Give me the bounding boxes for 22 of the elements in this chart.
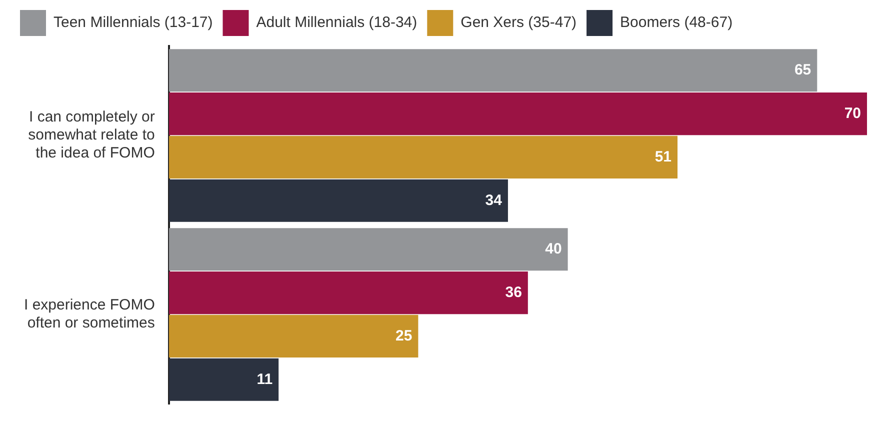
legend-label: Gen Xers (35-47)	[460, 14, 577, 32]
bar	[168, 179, 508, 222]
data-label: 70	[844, 104, 861, 122]
data-label: 34	[485, 192, 503, 209]
data-label: 51	[654, 148, 672, 166]
bar	[168, 49, 818, 92]
legend-label: Boomers (48-67)	[620, 14, 733, 32]
bar	[168, 228, 568, 271]
y-tick-label: I experience FOMO often or sometimes	[24, 296, 155, 332]
bar	[168, 272, 528, 314]
bar	[168, 136, 678, 178]
data-label: 40	[545, 240, 562, 258]
y-tick-label: I can completely or somewhat relate to the idea of FOMO	[28, 108, 155, 162]
data-label: 25	[396, 327, 412, 344]
data-label: 36	[505, 284, 522, 301]
bar	[168, 314, 418, 358]
data-label: 11	[256, 370, 273, 388]
legend-label: Adult Millennials (18-34)	[256, 14, 418, 32]
bar	[168, 92, 867, 136]
bar	[168, 358, 279, 401]
legend-label: Teen Millennials (13-17)	[54, 14, 213, 32]
data-label: 65	[794, 62, 812, 79]
